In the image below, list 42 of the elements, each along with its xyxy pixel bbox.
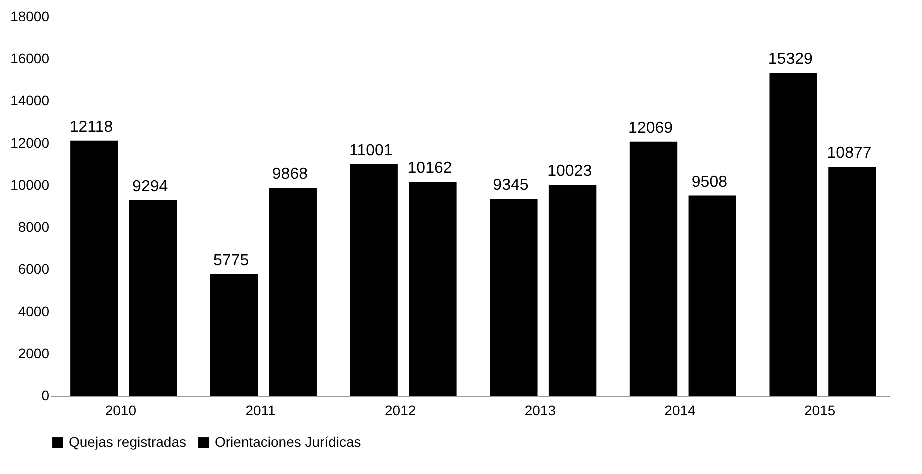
y-tick-label: 14000 [10, 92, 50, 109]
bar [350, 164, 398, 396]
data-label: 9868 [272, 166, 308, 184]
bar [828, 166, 876, 396]
x-tick-label: 2010 [105, 402, 137, 418]
bar [269, 188, 317, 396]
x-tick-label: 2012 [385, 402, 416, 418]
y-tick-label: 0 [42, 388, 50, 404]
y-tick-label: 10000 [10, 176, 50, 193]
legend-label: Quejas registradas [69, 434, 187, 450]
data-label: 10162 [408, 160, 452, 178]
bar [688, 196, 736, 396]
data-label: 9294 [132, 178, 168, 196]
data-label: 9345 [493, 177, 529, 194]
legend-label: Orientaciones Jurídicas [215, 434, 362, 450]
data-label: 9508 [692, 174, 728, 191]
bar [630, 142, 678, 396]
data-label: 10023 [548, 162, 592, 180]
data-label: 12069 [628, 120, 674, 137]
data-label: 15329 [768, 51, 813, 68]
bar [210, 274, 258, 396]
x-tick-label: 2011 [246, 402, 276, 418]
bar [129, 200, 178, 396]
bar [70, 140, 118, 396]
data-label: 12118 [70, 118, 114, 136]
x-tick-label: 2013 [524, 402, 556, 418]
bar [490, 199, 538, 396]
data-label: 11001 [349, 142, 393, 160]
y-tick-label: 18000 [10, 8, 50, 24]
y-tick-label: 4000 [18, 303, 50, 320]
y-tick-label: 6000 [18, 261, 50, 278]
data-label: 10877 [827, 144, 872, 162]
y-tick-label: 16000 [10, 50, 50, 67]
x-tick-label: 2015 [804, 402, 836, 418]
data-label: 5775 [214, 252, 250, 270]
bar [409, 182, 457, 396]
y-tick-label: 12000 [10, 134, 50, 151]
x-tick-label: 2014 [664, 402, 696, 418]
bar [548, 184, 597, 396]
y-tick-label: 2000 [18, 345, 50, 362]
bar [770, 73, 818, 396]
y-tick-label: 8000 [18, 219, 50, 236]
